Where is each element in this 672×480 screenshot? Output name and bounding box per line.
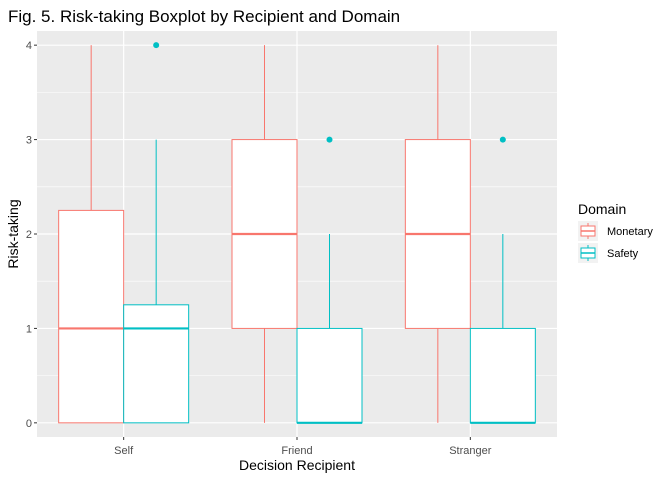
- x-tick-label: Friend: [281, 445, 312, 457]
- box-iqr: [469, 327, 536, 424]
- chart-title: Fig. 5. Risk-taking Boxplot by Recipient…: [8, 7, 400, 26]
- legend-label: Monetary: [607, 226, 653, 238]
- box-safety-stranger: [469, 136, 536, 424]
- outlier-point: [153, 42, 160, 49]
- legend-title: Domain: [578, 201, 626, 217]
- box-safety-friend: [296, 136, 363, 424]
- x-axis: Self Friend Stranger: [114, 437, 492, 457]
- y-tick-label: 3: [26, 135, 32, 147]
- legend-entry-safety: Safety: [578, 243, 639, 263]
- y-tick-label: 2: [26, 229, 32, 241]
- box-safety-self: [123, 42, 190, 424]
- legend: Domain Monetary Safety: [578, 201, 653, 263]
- box-monetary-friend: [231, 45, 298, 423]
- legend-entry-monetary: Monetary: [578, 221, 653, 241]
- y-axis: 0 1 2 3 4: [26, 40, 37, 430]
- box-iqr: [296, 327, 363, 424]
- box-monetary-stranger: [404, 45, 471, 423]
- box-iqr: [123, 304, 190, 424]
- outlier-point: [499, 136, 506, 143]
- x-axis-title: Decision Recipient: [239, 457, 355, 473]
- x-tick-label: Self: [114, 445, 134, 457]
- boxes-layer: [58, 42, 536, 424]
- box-monetary-self: [58, 45, 125, 424]
- y-tick-label: 4: [26, 40, 32, 52]
- outlier-point: [326, 136, 333, 143]
- y-tick-label: 0: [26, 418, 32, 430]
- y-axis-title: Risk-taking: [5, 199, 21, 268]
- y-tick-label: 1: [26, 323, 32, 335]
- x-tick-label: Stranger: [449, 445, 492, 457]
- legend-label: Safety: [607, 248, 639, 260]
- box-iqr: [58, 209, 125, 424]
